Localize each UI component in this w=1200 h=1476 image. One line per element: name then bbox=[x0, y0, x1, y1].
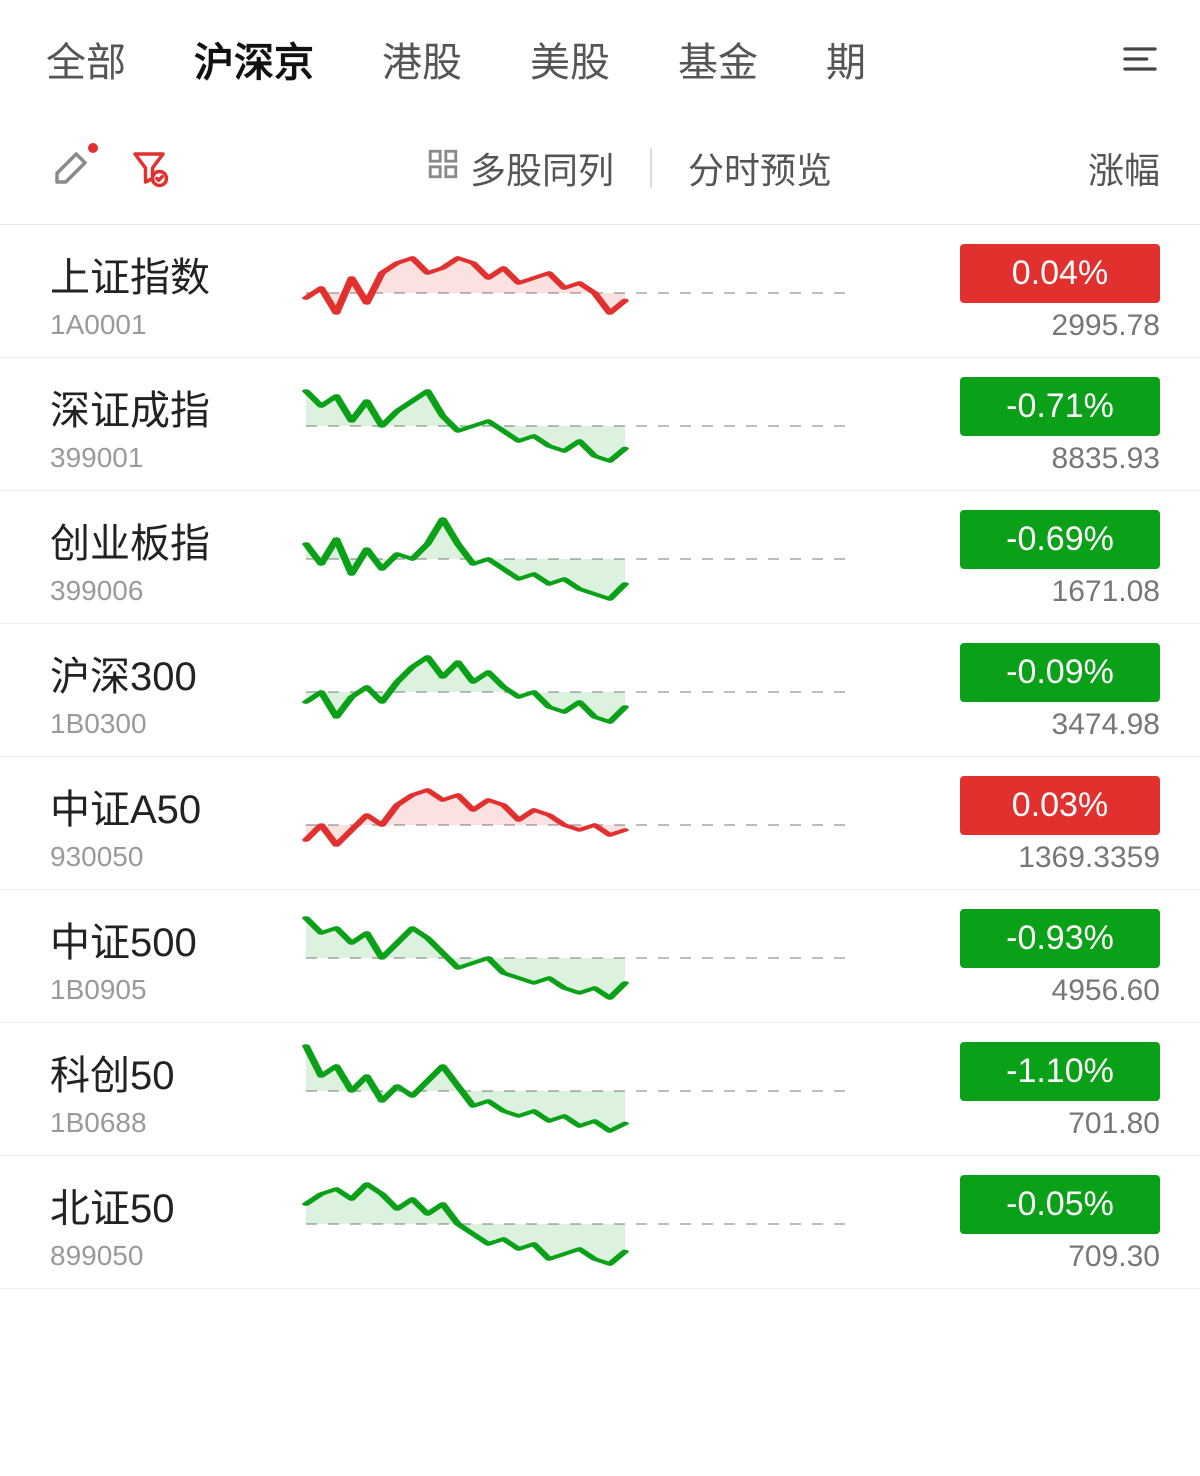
percent-change-badge: 0.03% bbox=[960, 776, 1160, 835]
index-code: 899050 bbox=[50, 1240, 262, 1272]
index-info: 科创50 1B0688 bbox=[50, 1043, 262, 1139]
index-row[interactable]: 中证500 1B0905 -0.93% 4956.60 bbox=[0, 890, 1200, 1023]
index-values: -1.10% 701.80 bbox=[900, 1042, 1160, 1141]
category-tab[interactable]: 港股 bbox=[382, 30, 462, 88]
index-code: 1B0688 bbox=[50, 1107, 262, 1139]
index-name: 沪深300 bbox=[50, 644, 262, 702]
sparkline-chart bbox=[306, 908, 856, 1008]
sparkline-chart bbox=[306, 376, 856, 476]
index-price: 1671.08 bbox=[1052, 575, 1160, 609]
index-name: 北证50 bbox=[50, 1176, 262, 1234]
index-name: 深证成指 bbox=[50, 378, 262, 436]
index-code: 930050 bbox=[50, 841, 262, 873]
index-code: 1B0905 bbox=[50, 974, 262, 1006]
sparkline-chart bbox=[306, 243, 856, 343]
index-info: 中证500 1B0905 bbox=[50, 910, 262, 1006]
index-values: -0.09% 3474.98 bbox=[900, 643, 1160, 742]
index-values: -0.69% 1671.08 bbox=[900, 510, 1160, 609]
toolbar-divider bbox=[650, 148, 652, 188]
index-list: 上证指数 1A0001 0.04% 2995.78 深证成指 399001 bbox=[0, 225, 1200, 1289]
index-row[interactable]: 中证A50 930050 0.03% 1369.3359 bbox=[0, 757, 1200, 890]
index-row[interactable]: 上证指数 1A0001 0.04% 2995.78 bbox=[0, 225, 1200, 358]
index-price: 4956.60 bbox=[1052, 974, 1160, 1008]
sparkline-chart bbox=[306, 1174, 856, 1274]
index-info: 深证成指 399001 bbox=[50, 378, 262, 474]
multi-view-button[interactable]: 多股同列 bbox=[426, 142, 614, 194]
percent-change-badge: -1.10% bbox=[960, 1042, 1160, 1101]
index-name: 中证A50 bbox=[50, 777, 262, 835]
category-tabs: 全部 沪深京 港股 美股 基金 期 bbox=[0, 0, 1200, 112]
toolbar: 多股同列 分时预览 涨幅 bbox=[0, 112, 1200, 225]
menu-icon[interactable] bbox=[1120, 39, 1160, 79]
index-name: 科创50 bbox=[50, 1043, 262, 1101]
category-tab[interactable]: 全部 bbox=[46, 30, 126, 88]
percent-change-badge: -0.09% bbox=[960, 643, 1160, 702]
sparkline-chart bbox=[306, 1041, 856, 1141]
sparkline-chart bbox=[306, 509, 856, 609]
edit-icon[interactable] bbox=[50, 147, 92, 189]
index-price: 3474.98 bbox=[1052, 708, 1160, 742]
index-code: 1A0001 bbox=[50, 309, 262, 341]
percent-change-badge: -0.93% bbox=[960, 909, 1160, 968]
sparkline-chart bbox=[306, 775, 856, 875]
index-price: 2995.78 bbox=[1052, 309, 1160, 343]
index-code: 399001 bbox=[50, 442, 262, 474]
grid-icon bbox=[426, 147, 460, 190]
category-tabs-scroll[interactable]: 全部 沪深京 港股 美股 基金 期 bbox=[46, 30, 1052, 88]
index-info: 创业板指 399006 bbox=[50, 511, 262, 607]
index-row[interactable]: 科创50 1B0688 -1.10% 701.80 bbox=[0, 1023, 1200, 1156]
sort-label: 涨幅 bbox=[1088, 142, 1160, 194]
index-values: -0.93% 4956.60 bbox=[900, 909, 1160, 1008]
percent-change-badge: -0.71% bbox=[960, 377, 1160, 436]
preview-label: 分时预览 bbox=[688, 142, 832, 194]
index-values: 0.03% 1369.3359 bbox=[900, 776, 1160, 875]
preview-button[interactable]: 分时预览 bbox=[688, 142, 832, 194]
index-name: 中证500 bbox=[50, 910, 262, 968]
index-price: 709.30 bbox=[1068, 1240, 1160, 1274]
edit-notification-dot bbox=[88, 143, 98, 153]
percent-change-badge: -0.05% bbox=[960, 1175, 1160, 1234]
percent-change-badge: -0.69% bbox=[960, 510, 1160, 569]
index-name: 创业板指 bbox=[50, 511, 262, 569]
index-code: 1B0300 bbox=[50, 708, 262, 740]
index-price: 1369.3359 bbox=[1018, 841, 1160, 875]
category-tab[interactable]: 基金 bbox=[678, 30, 758, 88]
index-info: 北证50 899050 bbox=[50, 1176, 262, 1272]
index-values: -0.05% 709.30 bbox=[900, 1175, 1160, 1274]
sort-button[interactable]: 涨幅 bbox=[1088, 142, 1160, 194]
index-info: 中证A50 930050 bbox=[50, 777, 262, 873]
sparkline-chart bbox=[306, 642, 856, 742]
index-name: 上证指数 bbox=[50, 245, 262, 303]
percent-change-badge: 0.04% bbox=[960, 244, 1160, 303]
multi-view-label: 多股同列 bbox=[470, 142, 614, 194]
index-row[interactable]: 北证50 899050 -0.05% 709.30 bbox=[0, 1156, 1200, 1289]
index-values: -0.71% 8835.93 bbox=[900, 377, 1160, 476]
index-info: 沪深300 1B0300 bbox=[50, 644, 262, 740]
index-info: 上证指数 1A0001 bbox=[50, 245, 262, 341]
index-row[interactable]: 深证成指 399001 -0.71% 8835.93 bbox=[0, 358, 1200, 491]
category-tab[interactable]: 美股 bbox=[530, 30, 610, 88]
index-price: 701.80 bbox=[1068, 1107, 1160, 1141]
filter-icon[interactable] bbox=[128, 147, 170, 189]
index-row[interactable]: 创业板指 399006 -0.69% 1671.08 bbox=[0, 491, 1200, 624]
index-code: 399006 bbox=[50, 575, 262, 607]
category-tab[interactable]: 沪深京 bbox=[194, 30, 314, 88]
index-values: 0.04% 2995.78 bbox=[900, 244, 1160, 343]
index-price: 8835.93 bbox=[1052, 442, 1160, 476]
index-row[interactable]: 沪深300 1B0300 -0.09% 3474.98 bbox=[0, 624, 1200, 757]
category-tab[interactable]: 期 bbox=[826, 30, 866, 88]
